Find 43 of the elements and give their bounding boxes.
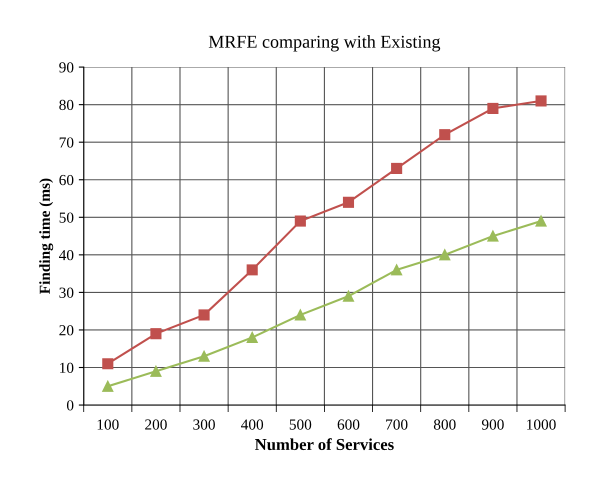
y-tick-label: 30 bbox=[59, 288, 74, 298]
point bbox=[198, 350, 210, 362]
point bbox=[439, 129, 450, 140]
point bbox=[487, 230, 498, 242]
x-tick-label: 700 bbox=[386, 419, 408, 430]
x-axis-title: Number of Services bbox=[254, 438, 394, 450]
y-tick-label: 90 bbox=[59, 62, 74, 73]
x-tick-label: 600 bbox=[338, 419, 360, 430]
y-axis-title: Finding time (ms) bbox=[39, 178, 54, 294]
point bbox=[342, 290, 354, 302]
point bbox=[294, 309, 306, 320]
y-tick-label: 60 bbox=[59, 174, 74, 186]
x-tick-label: 300 bbox=[193, 419, 215, 430]
point bbox=[487, 102, 498, 114]
x-tick-label: 500 bbox=[290, 419, 312, 430]
y-tick-label: 50 bbox=[60, 212, 74, 223]
point bbox=[391, 162, 402, 174]
point bbox=[150, 328, 162, 340]
point bbox=[535, 216, 547, 227]
x-tick-label: 900 bbox=[482, 419, 504, 430]
point bbox=[294, 216, 306, 227]
y-tick-label: 10 bbox=[60, 362, 74, 373]
point bbox=[198, 309, 210, 320]
x-tick-label: 800 bbox=[434, 419, 456, 430]
y-tick-label: 40 bbox=[59, 250, 74, 260]
x-tick-label: 400 bbox=[241, 419, 264, 430]
point bbox=[342, 196, 354, 208]
chart-title: MRFE comparing with Existing bbox=[208, 35, 440, 52]
point bbox=[439, 249, 450, 260]
point bbox=[246, 264, 258, 276]
point bbox=[102, 380, 114, 392]
x-tick-label: 200 bbox=[145, 419, 167, 430]
point bbox=[150, 366, 162, 377]
x-tick-label: 100 bbox=[98, 419, 119, 430]
point bbox=[246, 332, 258, 344]
y-tick-label: 0 bbox=[66, 400, 74, 411]
point bbox=[102, 358, 114, 370]
y-tick-label: 80 bbox=[59, 100, 74, 110]
y-tick-label: 20 bbox=[59, 325, 74, 336]
x-tick-label: 1000 bbox=[527, 419, 556, 430]
point bbox=[391, 264, 402, 276]
y-tick-label: 70 bbox=[60, 137, 74, 148]
point bbox=[535, 95, 547, 106]
